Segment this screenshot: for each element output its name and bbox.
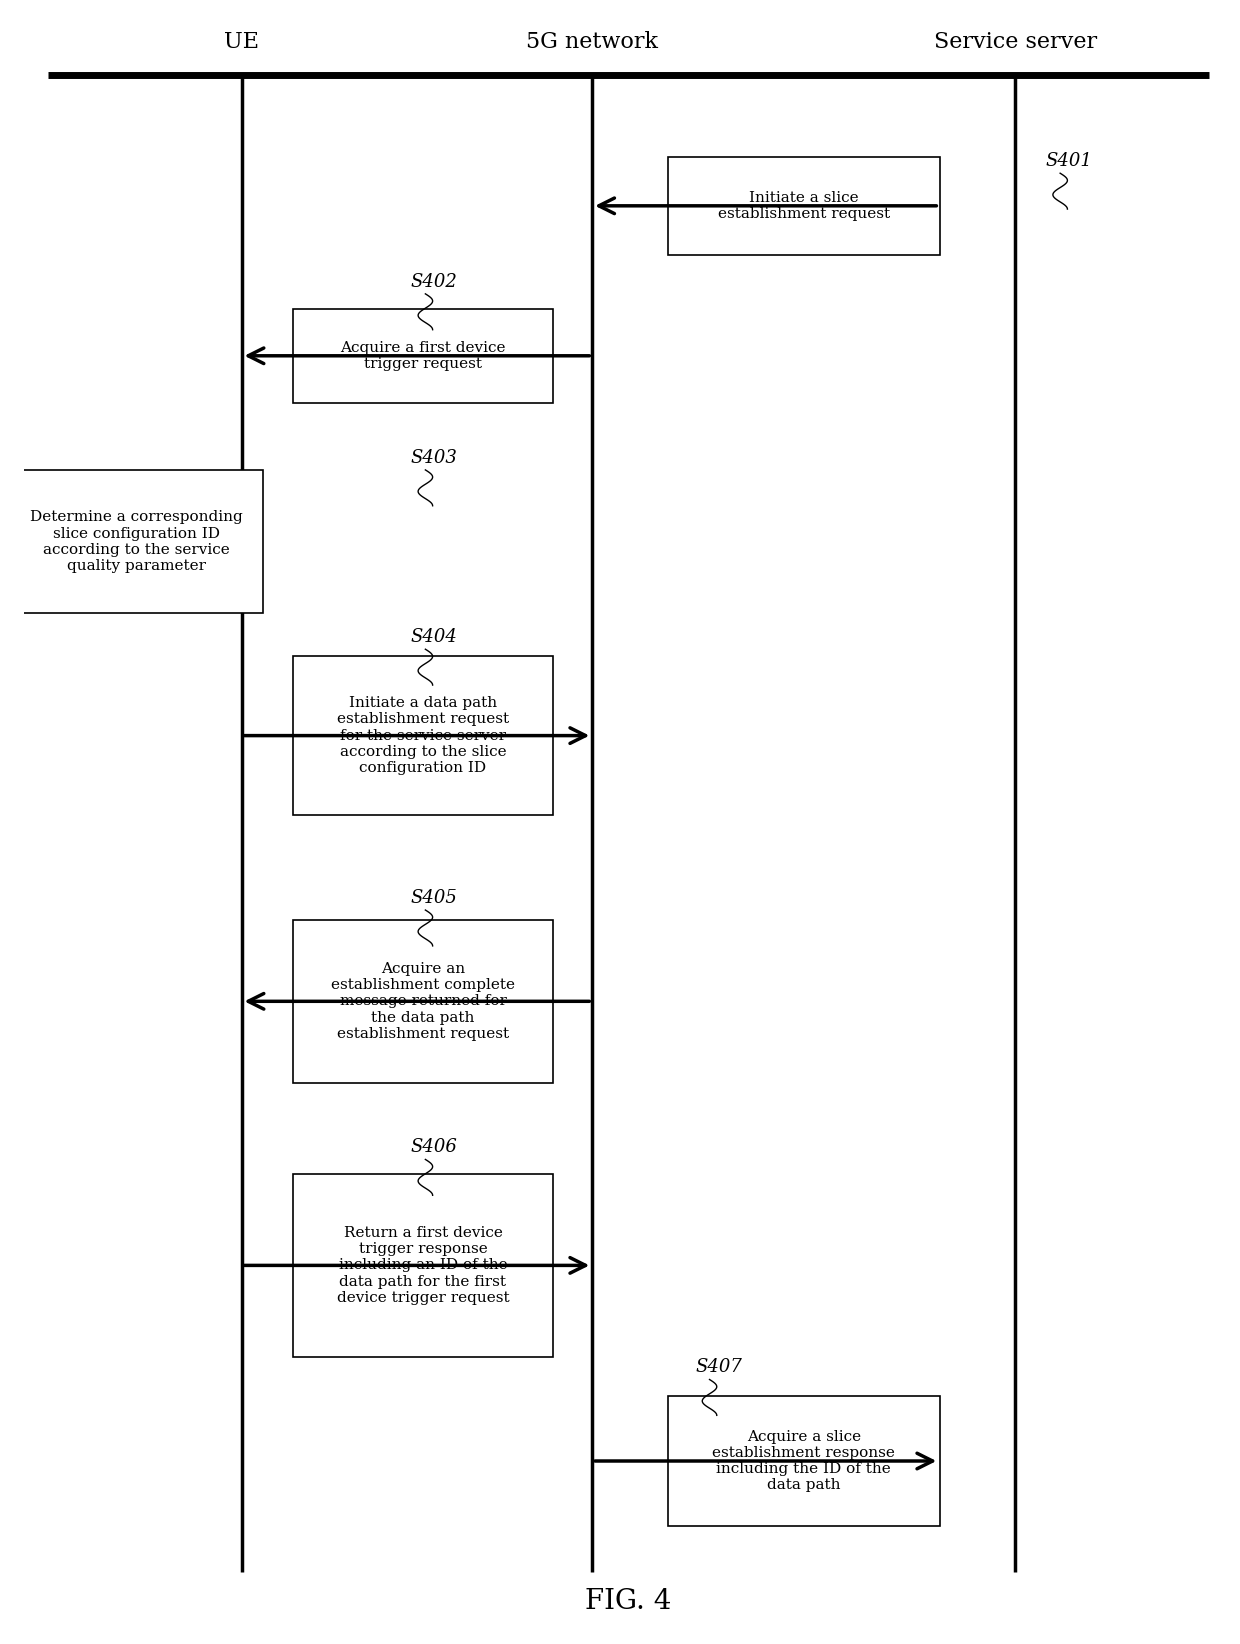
FancyBboxPatch shape — [668, 156, 940, 255]
Text: Initiate a data path
establishment request
for the service server
according to t: Initiate a data path establishment reque… — [337, 695, 508, 774]
Text: S404: S404 — [410, 628, 458, 646]
FancyBboxPatch shape — [293, 656, 553, 815]
Text: Acquire a slice
establishment response
including the ID of the
data path: Acquire a slice establishment response i… — [713, 1430, 895, 1493]
Text: Acquire an
establishment complete
message returned for
the data path
establishme: Acquire an establishment complete messag… — [331, 962, 515, 1041]
Text: Initiate a slice
establishment request: Initiate a slice establishment request — [718, 191, 890, 220]
Text: Service server: Service server — [934, 31, 1097, 53]
Text: S407: S407 — [694, 1358, 742, 1376]
Text: S406: S406 — [410, 1138, 458, 1156]
Text: S401: S401 — [1045, 151, 1092, 169]
FancyBboxPatch shape — [10, 470, 263, 613]
Text: Determine a corresponding
slice configuration ID
according to the service
qualit: Determine a corresponding slice configur… — [30, 510, 243, 572]
FancyBboxPatch shape — [668, 1396, 940, 1526]
Text: Acquire a first device
trigger request: Acquire a first device trigger request — [340, 340, 506, 372]
Text: S403: S403 — [410, 449, 458, 467]
FancyBboxPatch shape — [293, 919, 553, 1083]
Text: S405: S405 — [410, 889, 458, 907]
Text: S402: S402 — [410, 273, 458, 291]
Text: UE: UE — [224, 31, 259, 53]
Text: 5G network: 5G network — [526, 31, 658, 53]
Text: Return a first device
trigger response
including an ID of the
data path for the : Return a first device trigger response i… — [336, 1226, 510, 1305]
FancyBboxPatch shape — [293, 1174, 553, 1356]
Text: FIG. 4: FIG. 4 — [585, 1588, 672, 1614]
FancyBboxPatch shape — [293, 309, 553, 403]
